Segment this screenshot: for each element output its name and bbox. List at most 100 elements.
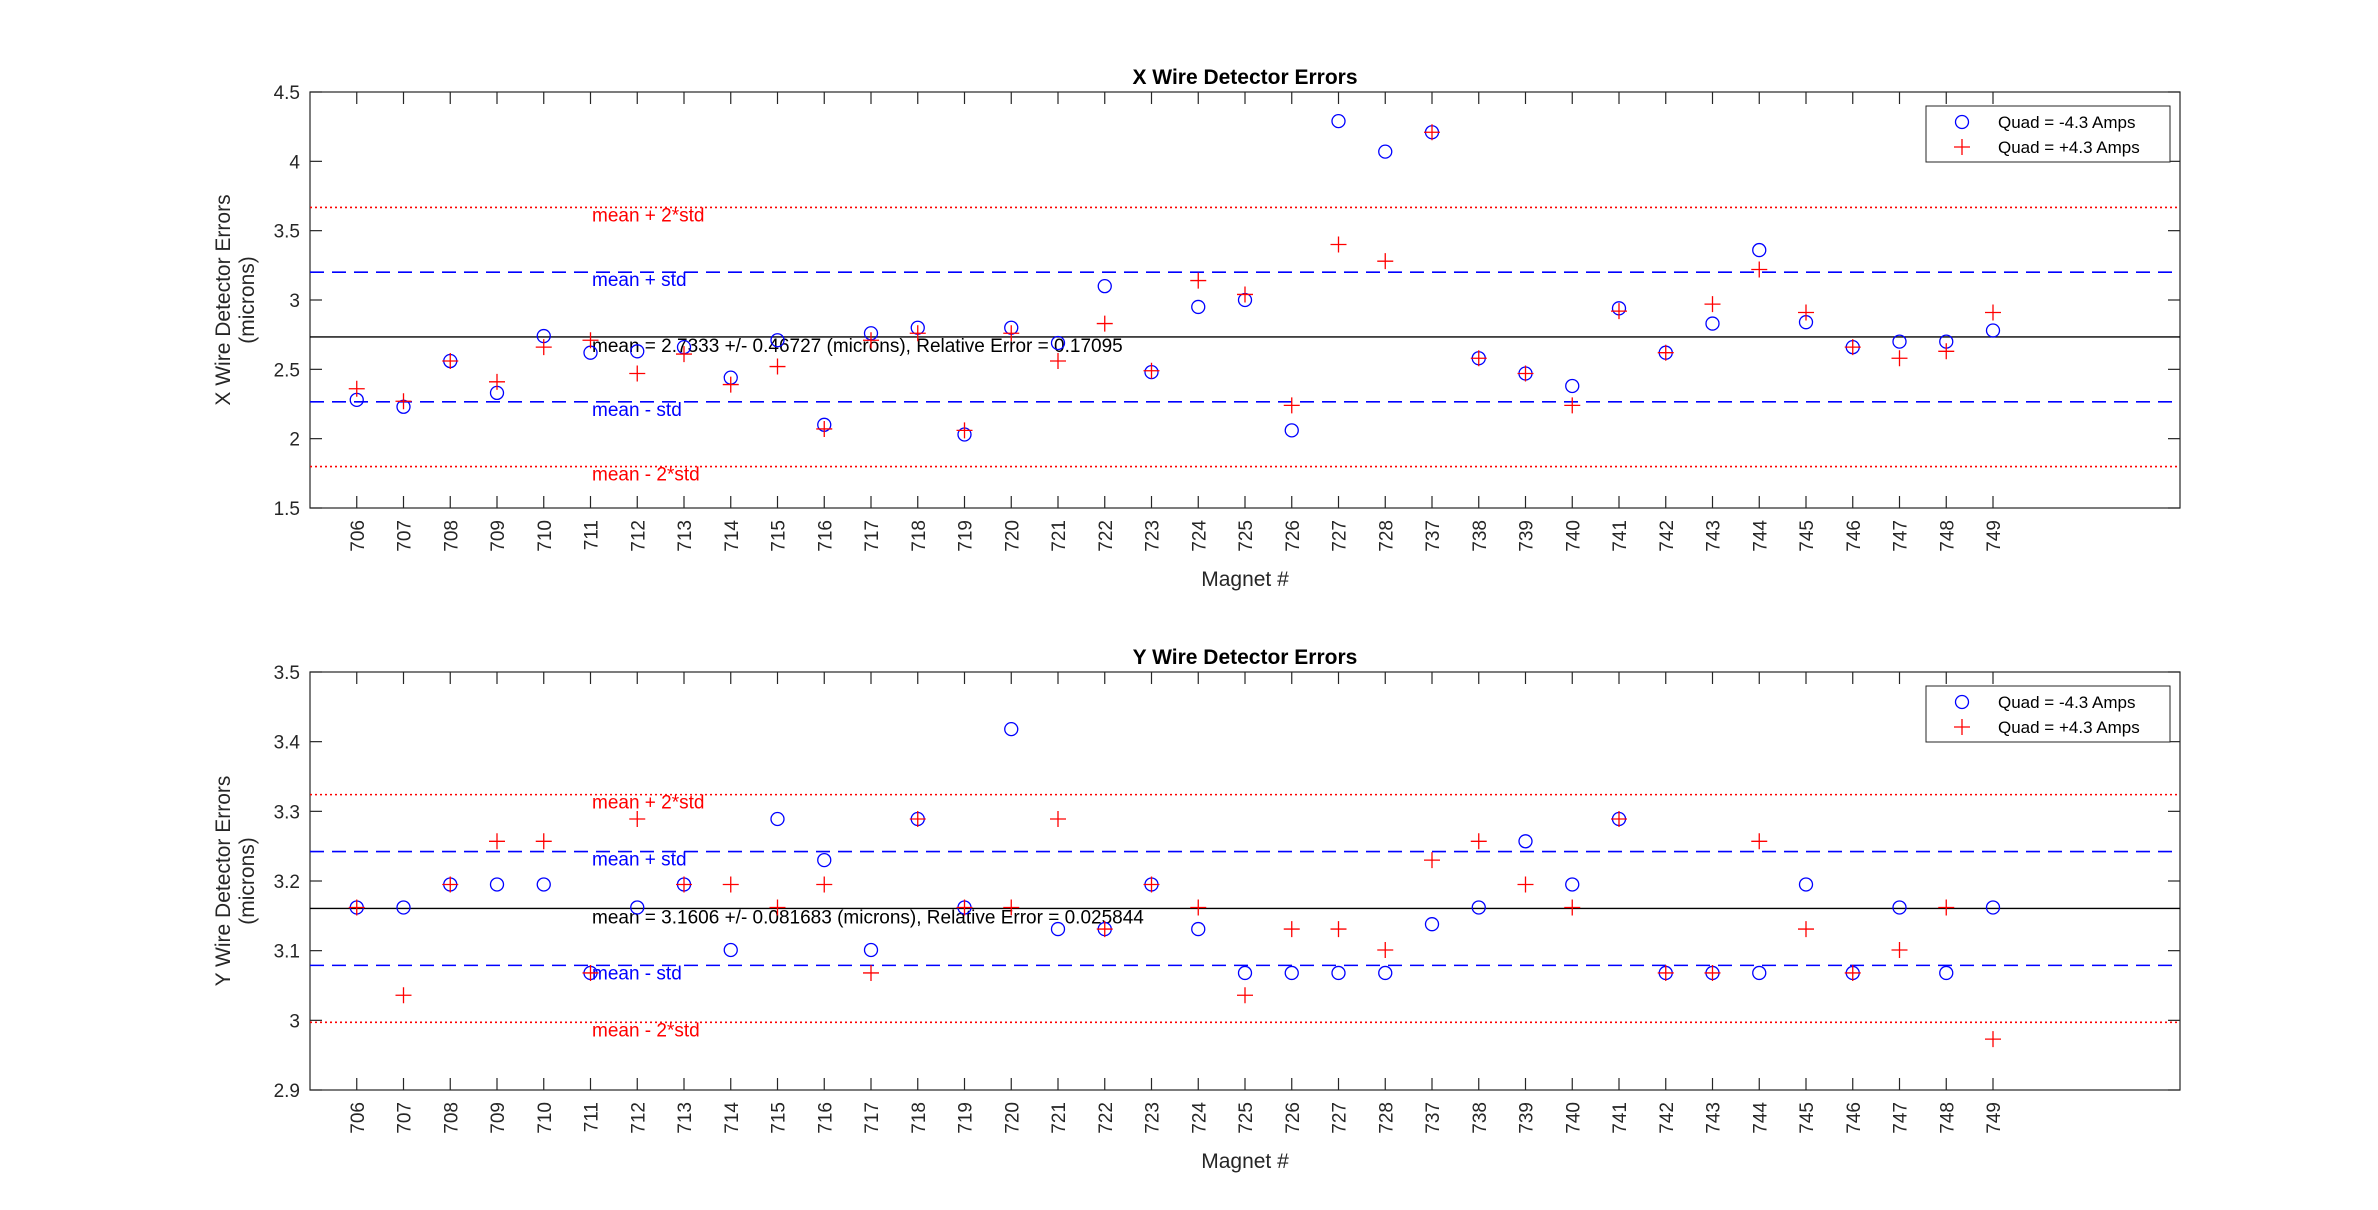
data-point-circle [1284,965,1299,981]
x-tick-label: 708 [441,520,462,552]
data-point-circle [1050,335,1066,351]
x-tick-label: 707 [395,1102,416,1134]
data-point-plus [863,332,879,349]
x-tick-label: 706 [348,520,369,552]
y-tick-label: 3.1 [274,942,300,963]
y-tick-label: 2.9 [274,1081,300,1102]
x-tick-label: 725 [1236,520,1257,552]
x-tick-label: 743 [1704,520,1725,552]
reference-line-label: mean + std [592,270,687,291]
x-tick-label: 742 [1657,520,1678,552]
y-tick-label: 3 [289,291,300,312]
data-point-plus [1985,1031,2001,1048]
data-point-circle [1284,423,1299,438]
data-point-plus [1611,810,1627,827]
x-tick-label: 745 [1797,1102,1818,1134]
x-axis-label: Magnet # [1201,568,1289,591]
data-point-plus [489,833,505,850]
data-point-plus [1657,344,1674,361]
legend-box [1925,685,2171,743]
x-tick-label: 709 [488,520,509,552]
data-point-plus [442,353,459,370]
x-tick-label: 738 [1470,520,1491,552]
data-point-plus [1938,899,1955,916]
x-tick-label: 747 [1891,520,1912,552]
x-tick-label: 738 [1470,1102,1491,1134]
x-tick-label: 714 [722,1102,743,1134]
y-tick-label: 3.5 [274,663,300,684]
x-tick-label: 744 [1750,520,1771,552]
data-point-plus [348,899,365,916]
data-point-plus [863,964,879,981]
x-tick-label: 710 [535,1102,556,1134]
x-tick-label: 741 [1610,520,1631,552]
x-tick-label: 719 [956,520,977,552]
data-point-plus [489,373,505,390]
x-tick-label: 739 [1517,1102,1538,1134]
data-point-plus [582,332,599,349]
x-tick-label: 744 [1750,1102,1771,1134]
data-point-circle [817,852,832,868]
data-point-circle [1985,900,2001,915]
data-point-circle [1191,921,1206,937]
data-point-plus [1891,941,1908,958]
data-point-plus [395,393,412,410]
x-tick-label: 711 [582,1102,603,1132]
data-point-plus [1143,362,1160,379]
reference-line-label: mean = 2.7333 +/- 0.46727 (microns), Rel… [592,336,1123,357]
data-point-circle [1798,877,1814,892]
y-tick-label: 3.3 [274,802,300,823]
x-tick-label: 712 [628,520,649,552]
data-point-plus [956,422,973,439]
data-point-circle [1331,113,1346,129]
data-point-plus [1096,921,1113,938]
data-point-plus [1751,261,1768,278]
legend-marker-circle [1954,694,1970,710]
x-tick-label: 717 [862,520,883,552]
x-tick-label: 746 [1844,520,1865,552]
data-point-plus [1704,296,1721,313]
x-tick-label: 721 [1049,1102,1070,1134]
x-tick-label: 741 [1610,1102,1631,1134]
legend-entry-label: Quad = +4.3 Amps [1998,138,2140,157]
x-tick-label: 725 [1236,1102,1257,1134]
y-tick-label: 4 [289,152,300,173]
data-point-plus [816,420,833,437]
x-tick-label: 722 [1096,1102,1117,1134]
data-point-plus [1283,921,1300,938]
data-point-circle [1518,834,1533,849]
data-point-plus [395,987,412,1004]
y-tick-label: 3.5 [274,222,300,243]
x-tick-label: 740 [1563,1102,1584,1134]
data-point-circle [1752,242,1767,258]
x-tick-label: 723 [1143,1102,1164,1134]
x-tick-label: 727 [1330,1102,1351,1134]
data-point-circle [1378,144,1393,159]
x-tick-label: 728 [1376,1102,1397,1134]
x-tick-label: 709 [488,1102,509,1134]
plot-area [309,671,2181,1091]
legend-marker-circle [1954,114,1970,130]
data-point-plus [1517,365,1534,382]
x-tick-label: 716 [815,1102,836,1134]
data-point-plus [1330,236,1347,253]
data-point-plus [956,899,973,916]
reference-line-label: mean - std [592,963,682,984]
x-tick-label: 737 [1423,520,1444,552]
reference-line-label: mean - std [592,400,682,421]
reference-line-label: mean + 2*std [592,793,705,814]
data-point-plus [1190,899,1207,916]
data-point-circle [1565,378,1580,394]
x-tick-label: 721 [1049,520,1070,552]
data-point-circle [1050,921,1066,937]
data-point-plus [629,810,646,827]
data-point-plus [1891,350,1908,367]
data-point-plus [1377,941,1394,958]
x-tick-label: 716 [815,520,836,552]
data-point-circle [723,942,738,958]
x-tick-label: 706 [348,1102,369,1134]
legend-marker-plus [1954,719,1970,735]
data-point-plus [1283,397,1300,414]
data-point-plus [722,876,739,893]
